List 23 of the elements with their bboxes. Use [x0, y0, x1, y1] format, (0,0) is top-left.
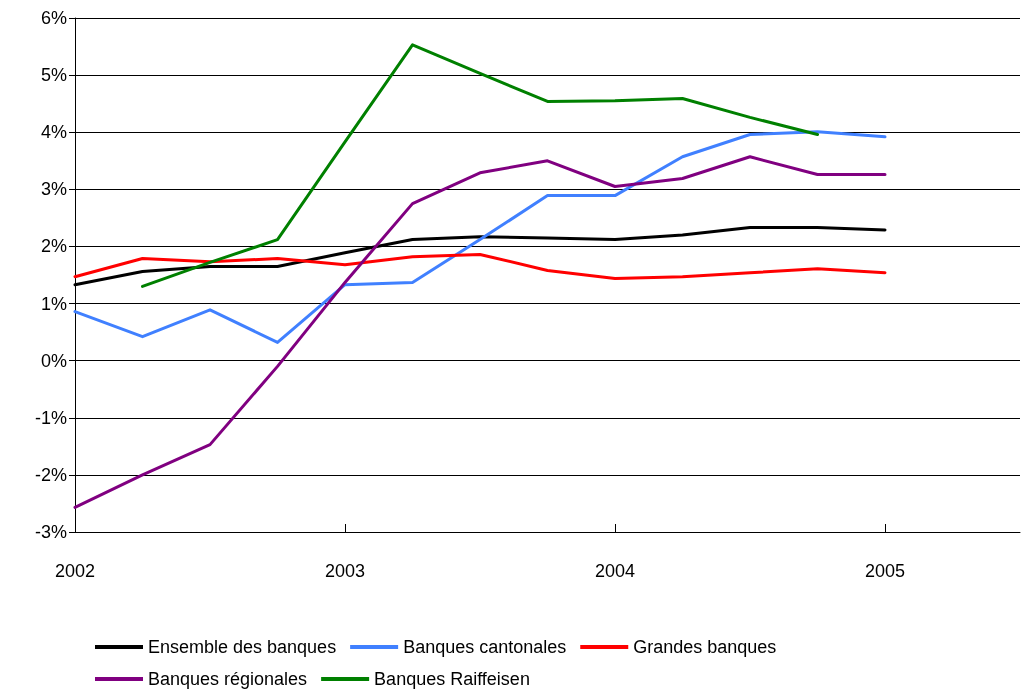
line-series	[73, 130, 887, 344]
legend-label: Banques Raiffeisen	[374, 669, 530, 689]
line-series	[141, 43, 819, 288]
y-tick-label: 0%	[40, 350, 67, 371]
y-tick-label: 5%	[40, 65, 67, 86]
y-tick-label: 3%	[40, 179, 67, 200]
legend-label: Ensemble des banques	[148, 637, 337, 657]
y-tick-label: -1%	[34, 407, 67, 428]
x-tick-label: 2003	[324, 561, 366, 581]
legend-label: Grandes banques	[633, 637, 777, 657]
y-tick-label: -2%	[34, 464, 67, 485]
y-tick-label: 2%	[40, 236, 67, 257]
line-series	[73, 155, 887, 509]
y-tick-label: 6%	[40, 8, 67, 28]
legend-label: Banques régionales	[148, 669, 308, 689]
y-tick-label: 1%	[40, 293, 67, 314]
legend-label: Banques cantonales	[403, 637, 567, 657]
x-tick-label: 2004	[594, 561, 636, 581]
y-tick-label: 4%	[40, 122, 67, 143]
x-tick-label: 2002	[54, 561, 96, 581]
x-tick-label: 2005	[864, 561, 906, 581]
y-tick-label: -3%	[34, 522, 67, 542]
line-series	[73, 252, 887, 280]
